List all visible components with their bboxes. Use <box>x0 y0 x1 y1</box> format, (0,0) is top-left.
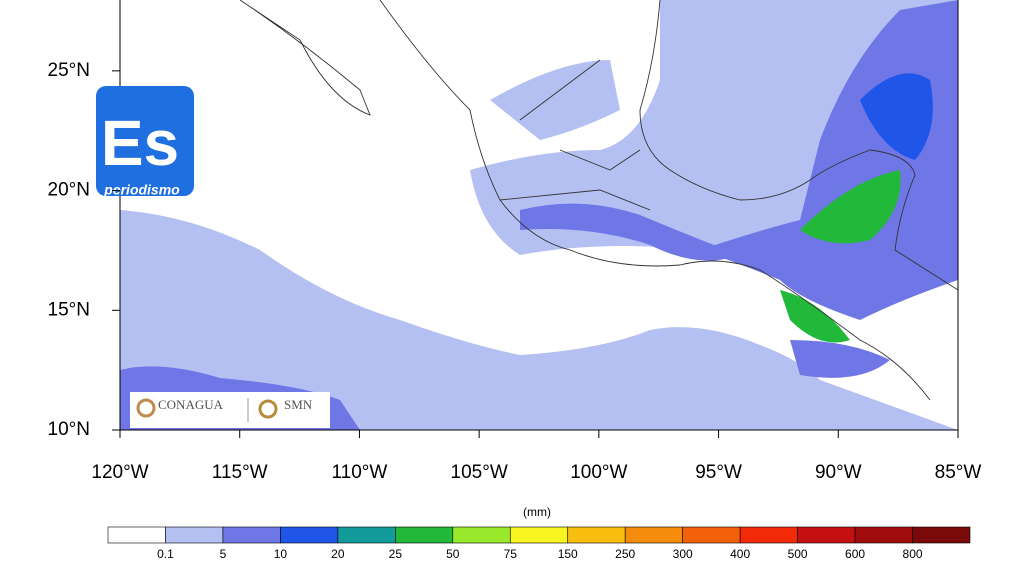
legend-unit: (mm) <box>523 505 551 519</box>
colorbar-box <box>797 526 856 544</box>
colorbar-label: 400 <box>730 547 750 561</box>
y-tick-label: 25°N <box>48 60 90 81</box>
map-frame <box>119 0 959 431</box>
logo-panel <box>130 392 330 428</box>
x-tick-label: 100°W <box>570 462 627 483</box>
colorbar-box <box>452 526 511 544</box>
colorbar-label: 500 <box>788 547 808 561</box>
colorbar-label: 20 <box>331 547 345 561</box>
badge-text: Es <box>101 107 179 179</box>
colorbar-label: 300 <box>673 547 693 561</box>
x-tick-label: 95°W <box>695 462 742 483</box>
coastlines <box>239 0 959 401</box>
x-tick-label: 90°W <box>815 462 862 483</box>
x-tick-label: 105°W <box>451 462 508 483</box>
colorbar-label: 50 <box>446 547 460 561</box>
badge-logo: Es periodismo <box>96 86 194 198</box>
colorbar-box <box>107 526 166 544</box>
agency-name: CONAGUA <box>158 397 224 412</box>
y-tick-label: 15°N <box>48 299 90 320</box>
colorbar-label: 0.1 <box>157 547 174 561</box>
x-tick-label: 115°W <box>212 462 268 483</box>
colorbar-box <box>280 526 339 544</box>
x-tick-label: 85°W <box>935 462 982 483</box>
precipitation-field <box>120 0 958 430</box>
colorbar-label: 5 <box>220 547 227 561</box>
colorbar-box <box>165 526 224 544</box>
colorbar-label: 800 <box>903 547 923 561</box>
colorbar-box <box>509 526 569 544</box>
colorbar-label: 75 <box>504 547 518 561</box>
agency-logos: CONAGUA SMN <box>130 392 330 428</box>
colorbar-label: 600 <box>845 547 865 561</box>
service-name: SMN <box>284 397 313 412</box>
badge-tagline: periodismo <box>103 182 180 198</box>
colorbar-label: 250 <box>615 547 635 561</box>
colorbar-box <box>912 526 971 544</box>
badge-box <box>96 86 194 196</box>
agency-icon <box>136 398 156 418</box>
colorbar-box <box>739 526 798 544</box>
colorbar-box <box>395 526 454 544</box>
y-tick-label: 10°N <box>48 419 90 440</box>
colorbar-box <box>222 526 281 544</box>
colorbar-label: 25 <box>389 547 403 561</box>
colorbar-box <box>567 526 626 544</box>
y-tick-label: 20°N <box>48 180 90 201</box>
service-icon <box>258 399 278 419</box>
x-tick-label: 120°W <box>91 462 148 483</box>
colorbar-box <box>854 526 913 544</box>
colorbar-label: 10 <box>274 547 288 561</box>
x-tick-label: 110°W <box>332 462 388 483</box>
colorbar-box <box>682 526 741 544</box>
colorbar-box <box>624 526 683 544</box>
colorbar-box <box>337 526 396 544</box>
colorbar-label: 150 <box>558 547 578 561</box>
